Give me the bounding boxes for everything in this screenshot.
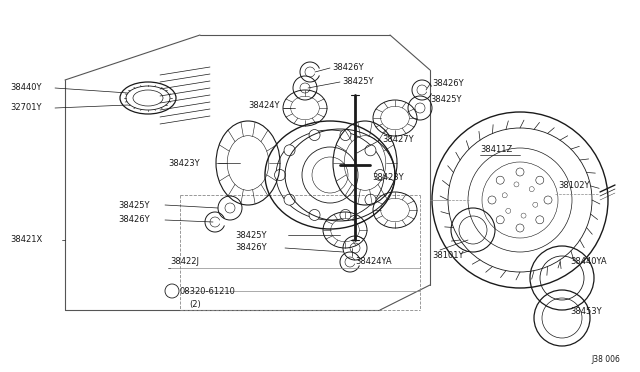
Circle shape [365,145,376,156]
Text: 38427Y: 38427Y [382,135,413,144]
Circle shape [340,209,351,221]
Circle shape [536,176,544,184]
Circle shape [275,170,285,180]
Circle shape [309,209,320,221]
Circle shape [309,129,320,141]
Circle shape [365,194,376,205]
Text: 38425Y: 38425Y [235,231,266,240]
Text: 38426Y: 38426Y [235,244,267,253]
Circle shape [496,216,504,224]
Text: 38426Y: 38426Y [332,64,364,73]
Text: 38440YA: 38440YA [570,257,607,266]
Circle shape [544,196,552,204]
Text: 32701Y: 32701Y [10,103,42,112]
Text: 38425Y: 38425Y [118,201,150,209]
Text: J38 006: J38 006 [591,356,620,365]
Circle shape [284,194,295,205]
Circle shape [521,213,526,218]
Text: 38101Y: 38101Y [432,251,463,260]
Circle shape [284,145,295,156]
Text: 38426Y: 38426Y [118,215,150,224]
Text: 38102Y: 38102Y [558,182,589,190]
Circle shape [529,187,534,192]
Text: 38453Y: 38453Y [570,308,602,317]
Text: 38421X: 38421X [10,235,42,244]
Text: 08320-61210: 08320-61210 [179,286,235,295]
Circle shape [516,224,524,232]
Text: 38425Y: 38425Y [430,96,461,105]
Circle shape [516,168,524,176]
Circle shape [514,182,519,187]
Circle shape [374,170,385,180]
Circle shape [340,129,351,141]
Text: 38424Y: 38424Y [248,100,280,109]
Text: 38423Y: 38423Y [372,173,404,183]
Circle shape [506,208,511,214]
Text: 38426Y: 38426Y [432,80,463,89]
Circle shape [496,176,504,184]
Circle shape [536,216,544,224]
Text: 38440Y: 38440Y [10,83,42,93]
Text: 38424YA: 38424YA [355,257,392,266]
Text: 38411Z: 38411Z [480,145,512,154]
Text: (2): (2) [189,299,201,308]
Circle shape [488,196,496,204]
Text: 38422J: 38422J [170,257,199,266]
Circle shape [502,193,508,198]
Text: 38425Y: 38425Y [342,77,374,87]
Text: 38423Y: 38423Y [168,158,200,167]
Circle shape [532,202,538,207]
